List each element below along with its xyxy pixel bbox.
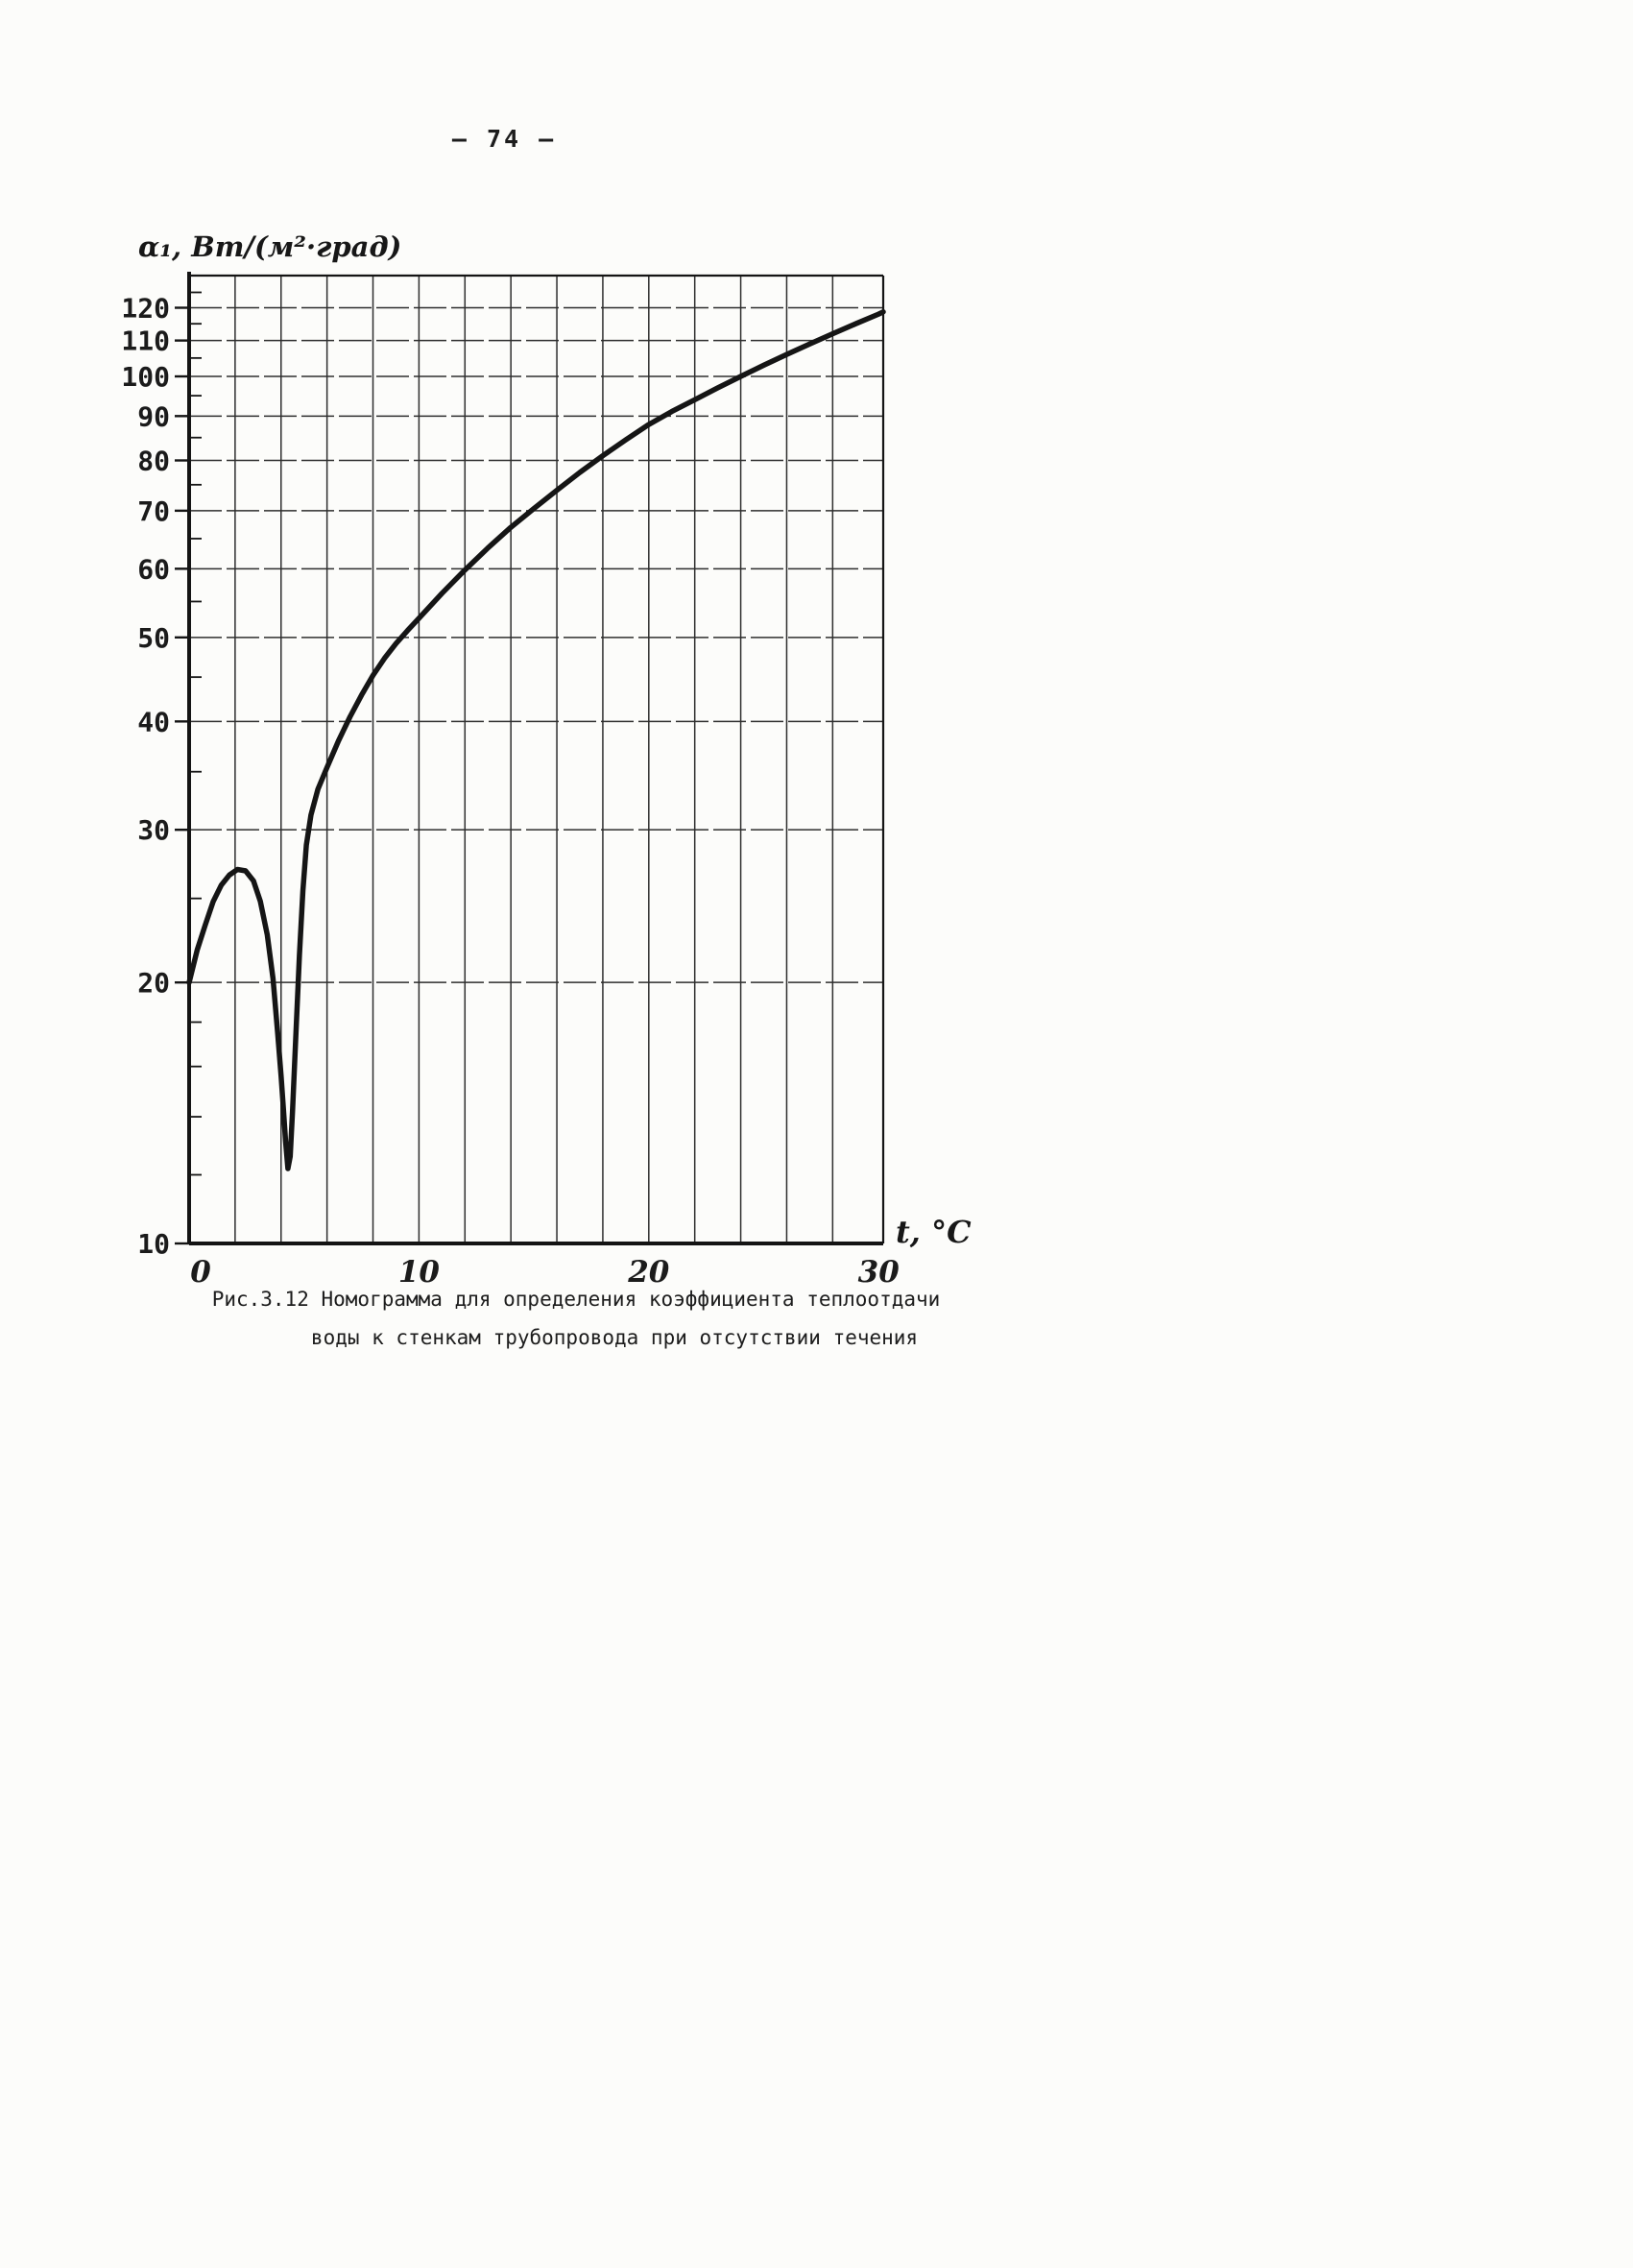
page-number: – 74 – [451,125,557,153]
y-tick-label: 90 [137,400,170,432]
x-axis-title: t, °С [896,1214,972,1250]
figure-caption-line1: Рис.3.12 Номограмма для определения коэф… [211,1288,941,1311]
x-tick-label: 10 [398,1255,441,1290]
axes [175,272,885,1245]
x-tick-label: 0 [190,1255,211,1290]
x-tick-labels: 0 10 20 30 [190,1255,900,1290]
figure-caption-line2: воды к стенкам трубопровода при отсутств… [310,1325,919,1349]
y-axis-title: α₁, Вт/(м²·град) [138,230,402,263]
y-tick-label: 60 [137,553,170,585]
figure-caption: Рис.3.12 Номограмма для определения коэф… [144,1281,1008,1358]
y-tick-label: 100 [121,361,170,393]
y-tick-label: 40 [137,706,170,737]
curve-heat-transfer-coefficient [186,309,886,1171]
x-tick-label: 20 [627,1255,670,1290]
y-tick-label: 80 [137,446,170,477]
y-tick-label: 110 [121,326,170,357]
y-tick-label: 70 [137,495,170,527]
y-tick-label: 20 [137,967,170,999]
grid [189,276,883,1243]
y-tick-label: 120 [121,292,170,324]
y-tick-label: 10 [137,1228,170,1260]
y-tick-label: 30 [137,814,170,846]
y-tick-label: 50 [137,622,170,654]
x-tick-label: 30 [858,1255,901,1290]
